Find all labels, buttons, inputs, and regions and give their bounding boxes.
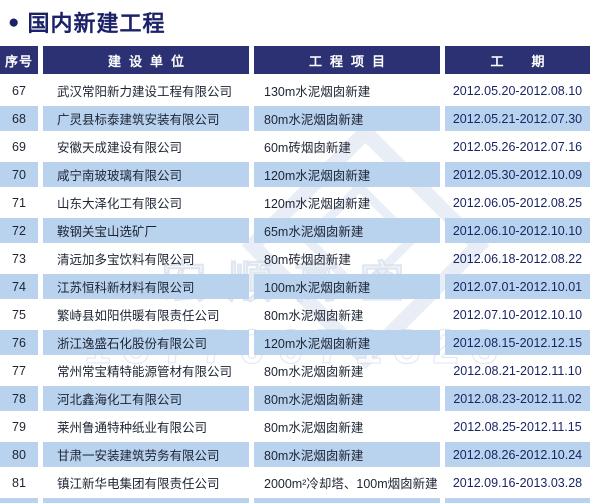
cell-period: 2012.05.26-2012.07.16 [452, 139, 583, 154]
cell-period: 2012.09.16-2013.03.28 [452, 475, 583, 490]
header-project: 工程项目 [254, 46, 440, 74]
cell-project: 80m水泥烟囱新建 [254, 106, 440, 131]
cell-company: 广灵县标泰建筑安装有限公司 [43, 106, 249, 131]
cell-project: 80m水泥烟囱新建 [264, 421, 364, 435]
cell-period: 2012.05.20-2012.08.10 [452, 83, 583, 98]
cell-company: 甘肃一安装建筑劳务有限公司 [43, 442, 249, 467]
table-row: 76 浙江逸盛石化股份有限公司 120m水泥烟囱新建 2012.08.15-20… [0, 330, 600, 358]
header-period: 工期 [445, 46, 590, 74]
cell-company: 安徽天成建设有限公司 [57, 141, 183, 155]
cell-company: 武汉常阳新力建设工程有限公司 [57, 85, 233, 99]
cell-project: 120m水泥烟囱新建 [254, 162, 440, 187]
cell-company: 鞍钢关宝山选矿厂 [43, 218, 249, 243]
table-row: 73 清远加多宝饮料有限公司 80m砖烟囱新建 2012.06.18-2012.… [0, 246, 600, 274]
cell-project: 100m水泥烟囱新建 [254, 274, 440, 299]
header-company: 建设单位 [43, 46, 249, 74]
cell-project: 80m水泥烟囱新建 [254, 442, 440, 467]
cell-no: 67 [12, 83, 26, 98]
cell-no: 74 [0, 274, 38, 299]
cell-no: 73 [12, 251, 26, 266]
cell-company: 浙江逸盛石化股份有限公司 [43, 330, 249, 355]
cell-no: 76 [0, 330, 38, 355]
cell-project: 60m砖烟囱新建 [264, 141, 351, 155]
cell-no: 70 [0, 162, 38, 187]
table-row: 71 山东大泽化工有限公司 120m水泥烟囱新建 2012.06.05-2012… [0, 190, 600, 218]
bullet-icon: ● [8, 11, 20, 33]
cell-company: 繁峙县如阳供暖有限责任公司 [57, 309, 220, 323]
cell-no: 71 [12, 195, 26, 210]
table-row: 69 安徽天成建设有限公司 60m砖烟囱新建 2012.05.26-2012.0… [0, 134, 600, 162]
cell-project: 80m水泥烟囱新建 [254, 386, 440, 411]
cell-period: 2012.08.15-2012.12.15 [445, 330, 590, 355]
cell-no: 77 [12, 363, 26, 378]
page-title-text: 国内新建工程 [27, 11, 166, 36]
cell-project: 130m水泥烟囱新建 [264, 85, 371, 99]
cell-no: 78 [0, 386, 38, 411]
cell-period: 2012.08.23-2012.11.02 [445, 386, 590, 411]
table-row: 75 繁峙县如阳供暖有限责任公司 80m水泥烟囱新建 2012.07.10-20… [0, 302, 600, 330]
cell-period: 2012.06.10-2012.10.10 [445, 218, 590, 243]
cell-period: 2012.06.18-2012.08.22 [452, 251, 583, 266]
cell-company: 山东大泽化工有限公司 [57, 197, 183, 211]
cell-project: 2000m²冷却塔、100m烟囱新建 [264, 477, 438, 491]
cell-period: 2012.06.05-2012.08.25 [452, 195, 583, 210]
header-no: 序号 [0, 46, 38, 74]
cell-company: 清远加多宝饮料有限公司 [57, 253, 195, 267]
table-row: 74 江苏恒科新材料有限公司 100m水泥烟囱新建 2012.07.01-201… [0, 274, 600, 302]
table-row: 79 莱州鲁通特种纸业有限公司 80m水泥烟囱新建 2012.08.25-201… [0, 414, 600, 442]
table-row: 72 鞍钢关宝山选矿厂 65m水泥烟囱新建 2012.06.10-2012.10… [0, 218, 600, 246]
cell-project: 80m水泥烟囱新建 [264, 365, 364, 379]
cell-period: 2012.05.30-2012.10.09 [445, 162, 590, 187]
table-body: 67 武汉常阳新力建设工程有限公司 130m水泥烟囱新建 2012.05.20-… [0, 78, 600, 498]
cell-period: 2012.07.10-2012.10.10 [452, 307, 583, 322]
table-row-partial [0, 498, 600, 503]
table-row: 80 甘肃一安装建筑劳务有限公司 80m水泥烟囱新建 2012.08.26-20… [0, 442, 600, 470]
cell-project: 120m水泥烟囱新建 [254, 330, 440, 355]
cell-company: 常州常宝精特能源管材有限公司 [57, 365, 233, 379]
table-row: 78 河北鑫海化工有限公司 80m水泥烟囱新建 2012.08.23-2012.… [0, 386, 600, 414]
cell-no: 72 [0, 218, 38, 243]
cell-period: 2012.05.21-2012.07.30 [445, 106, 590, 131]
cell-project: 80m水泥烟囱新建 [264, 309, 364, 323]
cell-project: 65m水泥烟囱新建 [254, 218, 440, 243]
cell-no: 68 [0, 106, 38, 131]
cell-project: 80m砖烟囱新建 [264, 253, 351, 267]
cell-period: 2012.07.01-2012.10.01 [445, 274, 590, 299]
cell-project: 120m水泥烟囱新建 [264, 197, 371, 211]
table-row: 67 武汉常阳新力建设工程有限公司 130m水泥烟囱新建 2012.05.20-… [0, 78, 600, 106]
table-row: 70 咸宁南玻玻璃有限公司 120m水泥烟囱新建 2012.05.30-2012… [0, 162, 600, 190]
cell-no: 69 [12, 139, 26, 154]
cell-company: 河北鑫海化工有限公司 [43, 386, 249, 411]
cell-no: 81 [12, 475, 26, 490]
cell-period: 2012.08.25-2012.11.15 [453, 419, 582, 434]
cell-company: 咸宁南玻玻璃有限公司 [43, 162, 249, 187]
cell-no: 79 [12, 419, 26, 434]
cell-period: 2012.08.21-2012.11.10 [453, 363, 582, 378]
cell-company: 莱州鲁通特种纸业有限公司 [57, 421, 208, 435]
table-row: 81 镇江新华电集团有限责任公司 2000m²冷却塔、100m烟囱新建 2012… [0, 470, 600, 498]
table-row: 77 常州常宝精特能源管材有限公司 80m水泥烟囱新建 2012.08.21-2… [0, 358, 600, 386]
cell-company: 江苏恒科新材料有限公司 [43, 274, 249, 299]
cell-company: 镇江新华电集团有限责任公司 [57, 477, 220, 491]
cell-no: 75 [12, 307, 26, 322]
cell-no: 80 [0, 442, 38, 467]
table-header-row: 序号 建设单位 工程项目 工期 [0, 46, 600, 78]
page-title: ● 国内新建工程 [8, 6, 166, 38]
cell-period: 2012.08.26-2012.10.24 [445, 442, 590, 467]
table-row: 68 广灵县标泰建筑安装有限公司 80m水泥烟囱新建 2012.05.21-20… [0, 106, 600, 134]
projects-table: 序号 建设单位 工程项目 工期 67 武汉常阳新力建设工程有限公司 130m水泥… [0, 46, 600, 503]
